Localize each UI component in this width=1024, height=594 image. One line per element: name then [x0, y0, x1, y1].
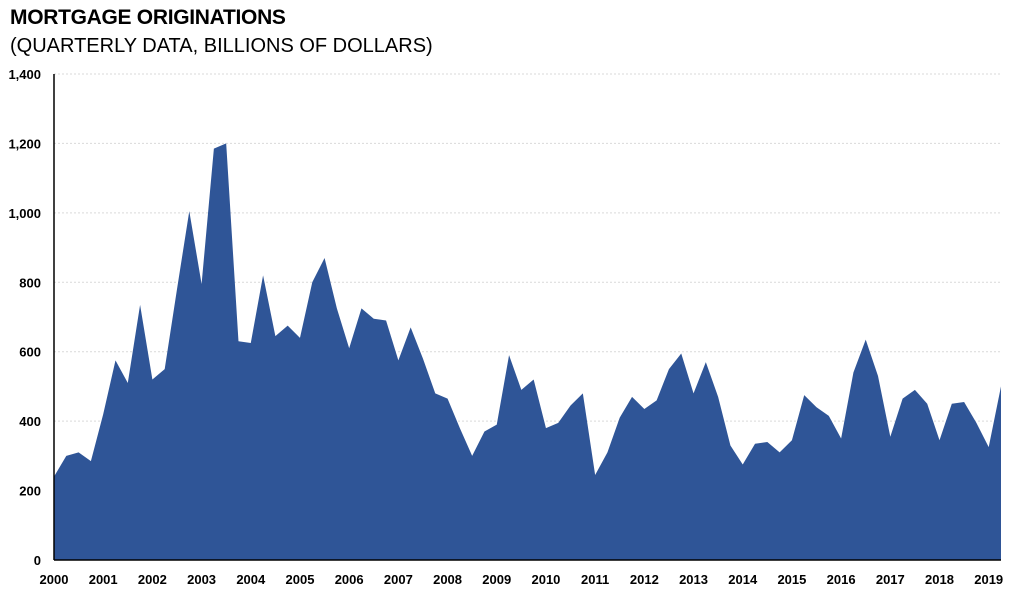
y-tick-label: 0 [34, 553, 41, 568]
x-tick-label: 2016 [827, 572, 856, 587]
area-series [54, 143, 1001, 560]
x-tick-label: 2007 [384, 572, 413, 587]
x-tick-label: 2011 [581, 572, 609, 587]
x-tick-label: 2001 [89, 572, 118, 587]
x-tick-label: 2008 [433, 572, 462, 587]
x-tick-label: 2002 [138, 572, 167, 587]
area-series-path [54, 143, 1001, 560]
x-tick-label: 2005 [286, 572, 315, 587]
x-tick-label: 2004 [236, 572, 266, 587]
y-tick-label: 1,200 [8, 136, 41, 151]
y-tick-label: 800 [19, 275, 41, 290]
x-tick-label: 2013 [679, 572, 708, 587]
x-tick-labels: 2000 2001 2002 2003 2004 2005 2006 2007 2008 2009… [40, 572, 1004, 587]
chart-subtitle: (QUARTERLY DATA, BILLIONS OF DOLLARS) [10, 35, 433, 57]
y-tick-labels: 0 200 400 600 800 1,000 1,200 1,400 [8, 67, 41, 568]
axes [53, 74, 1001, 561]
x-tick-label: 2009 [482, 572, 511, 587]
y-tick-label: 400 [19, 414, 41, 429]
y-tick-label: 1,400 [8, 67, 41, 82]
x-tick-label: 2018 [925, 572, 954, 587]
x-tick-label: 2012 [630, 572, 659, 587]
x-tick-label: 2014 [728, 572, 758, 587]
y-tick-label: 600 [19, 345, 41, 360]
x-tick-label: 2015 [777, 572, 806, 587]
x-tick-label: 2019 [974, 572, 1003, 587]
x-tick-label: 2003 [187, 572, 216, 587]
x-tick-label: 2006 [335, 572, 364, 587]
x-tick-label: 2000 [40, 572, 69, 587]
x-tick-label: 2017 [876, 572, 905, 587]
y-tick-label: 1,000 [8, 206, 41, 221]
x-tick-label: 2010 [531, 572, 560, 587]
chart-title: MORTGAGE ORIGINATIONS [10, 6, 286, 29]
y-tick-label: 200 [19, 484, 41, 499]
